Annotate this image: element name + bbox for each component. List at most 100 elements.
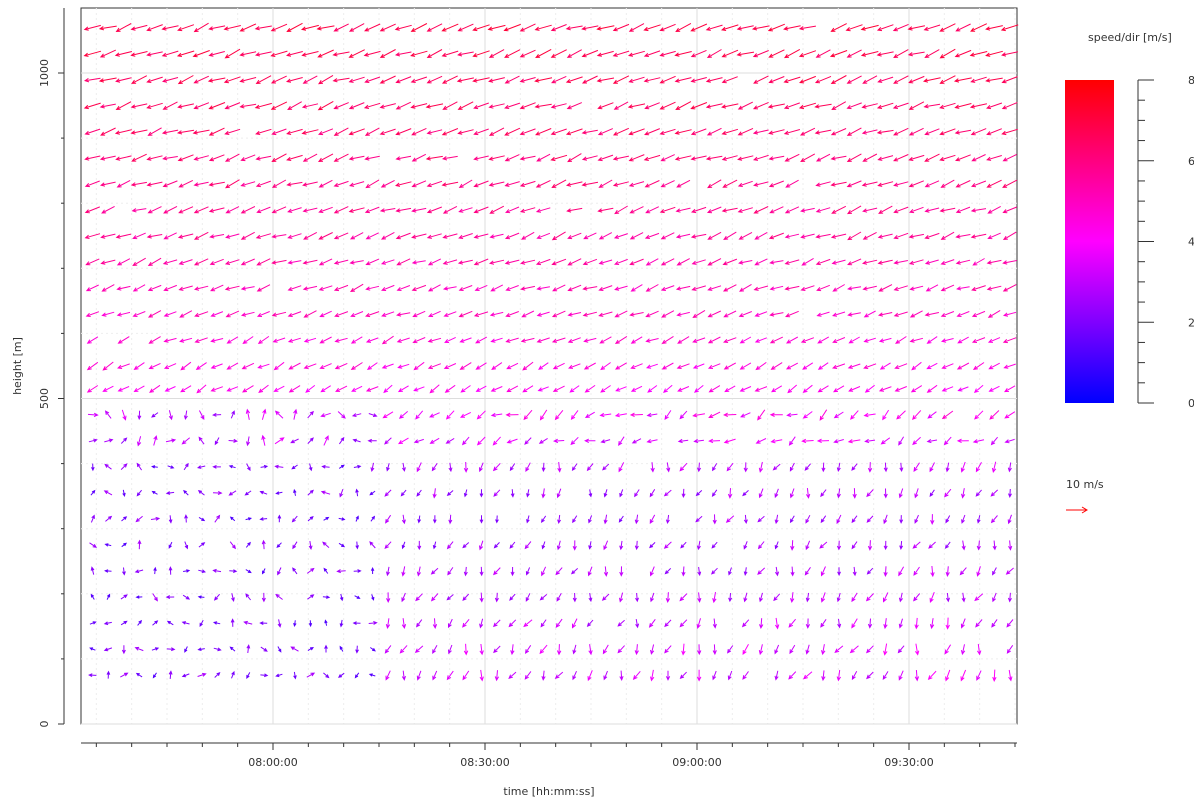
wind-arrow — [603, 514, 608, 525]
wind-arrow — [969, 51, 988, 57]
wind-arrow — [103, 490, 113, 496]
wind-arrow — [867, 540, 873, 551]
wind-arrow — [783, 48, 801, 59]
wind-arrow — [426, 75, 443, 84]
wind-arrow — [581, 181, 599, 187]
wind-arrow — [679, 619, 688, 628]
wind-arrow — [944, 488, 952, 498]
wind-arrow — [1002, 260, 1017, 265]
wind-arrow — [692, 363, 705, 369]
wind-arrow — [555, 618, 563, 629]
wind-arrow — [817, 385, 829, 393]
wind-arrow — [90, 566, 95, 575]
wind-arrow — [628, 181, 645, 187]
wind-arrow — [970, 23, 988, 32]
wind-arrow — [254, 25, 272, 31]
wind-arrow — [770, 439, 783, 444]
wind-arrow — [333, 180, 349, 187]
wind-arrow — [288, 362, 301, 370]
wind-arrow — [975, 489, 982, 497]
wind-arrow — [364, 127, 380, 136]
wind-arrow — [816, 284, 830, 292]
wind-arrow — [255, 128, 272, 135]
wind-arrow — [753, 75, 769, 84]
wind-arrow — [1007, 514, 1012, 525]
wind-arrow — [259, 490, 268, 495]
wind-arrow — [768, 76, 785, 84]
wind-arrow — [270, 23, 288, 32]
wind-arrow — [350, 311, 364, 317]
wind-arrow — [803, 671, 813, 680]
wind-arrow — [876, 129, 894, 135]
wind-arrow — [939, 102, 956, 109]
wind-arrow — [365, 285, 380, 291]
wind-arrow — [644, 232, 660, 239]
wind-arrow — [992, 669, 997, 682]
wind-arrow — [520, 285, 536, 291]
wind-arrow — [712, 670, 717, 681]
wind-arrow — [552, 284, 566, 292]
wind-arrow — [337, 411, 346, 419]
wind-arrow — [333, 127, 349, 136]
x-axis: 08:00:00 08:30:00 09:00:00 09:30:00 — [81, 742, 1017, 769]
wind-arrow — [302, 75, 318, 84]
wind-arrow — [488, 77, 505, 83]
wind-arrow — [442, 101, 458, 110]
wind-arrow — [319, 310, 332, 318]
wind-arrow — [877, 181, 894, 187]
wind-arrow — [581, 155, 598, 161]
wind-arrow — [525, 567, 531, 576]
wind-arrow — [711, 541, 718, 549]
wind-arrow — [630, 284, 643, 292]
wind-arrow — [426, 206, 442, 214]
wind-arrow — [596, 25, 615, 31]
wind-arrow — [603, 489, 608, 498]
wind-arrow — [846, 75, 862, 84]
wind-arrow — [367, 438, 377, 443]
wind-arrow — [410, 50, 428, 57]
wind-arrow — [429, 412, 440, 418]
wind-arrow — [785, 310, 799, 318]
wind-arrow — [790, 592, 795, 604]
wind-arrow — [914, 617, 919, 630]
wind-arrow — [181, 673, 190, 678]
wind-arrow — [246, 436, 251, 447]
wind-arrow — [151, 412, 159, 418]
wind-arrow — [519, 77, 536, 83]
wind-arrow — [212, 621, 221, 625]
wind-arrow — [1001, 76, 1018, 84]
wind-arrow — [101, 284, 115, 292]
wind-arrow — [323, 567, 329, 574]
wind-arrow — [599, 412, 612, 418]
wind-arrow — [287, 311, 302, 317]
wind-arrow — [802, 362, 814, 370]
wind-arrow — [318, 285, 333, 291]
wind-arrow — [557, 462, 562, 473]
wind-arrow — [541, 670, 546, 681]
wind-arrow — [570, 410, 579, 421]
wind-arrow — [665, 592, 671, 604]
wind-arrow — [846, 205, 862, 215]
wind-arrow — [488, 49, 505, 58]
wind-arrow — [805, 540, 811, 551]
wind-arrow — [768, 49, 785, 58]
wind-arrow — [196, 384, 207, 394]
wind-arrow — [431, 463, 438, 472]
wind-arrow — [224, 102, 241, 110]
wind-arrow — [723, 412, 737, 418]
wind-arrow — [1006, 619, 1014, 628]
wind-arrow — [493, 489, 501, 497]
wind-arrow — [743, 462, 748, 473]
wind-arrow — [908, 101, 925, 110]
wind-arrow — [397, 385, 409, 393]
wind-arrow — [410, 103, 428, 109]
wind-arrow — [801, 257, 814, 266]
wind-arrow — [322, 595, 331, 599]
wind-arrow — [974, 410, 984, 420]
wind-arrow — [441, 23, 459, 32]
wind-arrow — [649, 489, 656, 498]
wind-arrow — [784, 153, 800, 162]
wind-arrow — [122, 489, 126, 498]
wind-arrow — [334, 337, 348, 343]
wind-arrow — [878, 284, 893, 292]
